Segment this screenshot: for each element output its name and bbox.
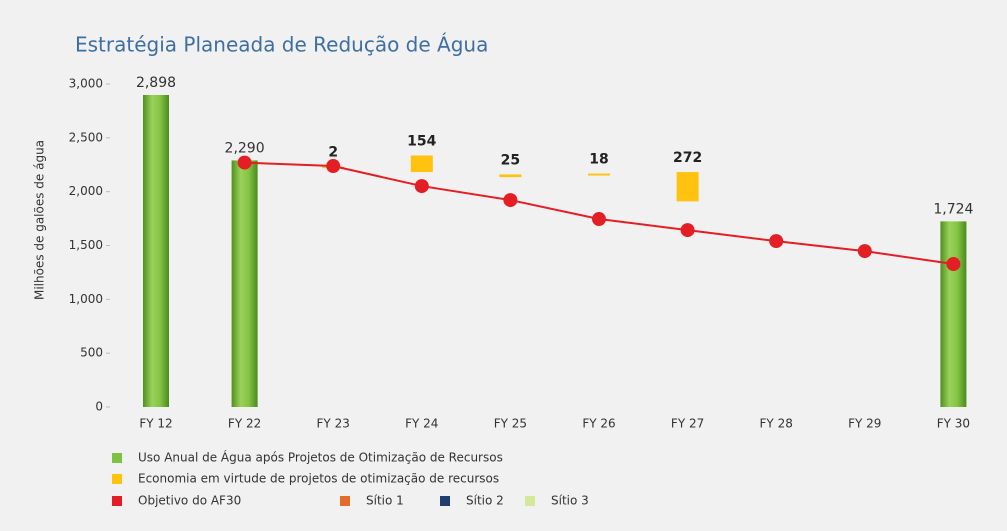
- y-tick-label: 500: [80, 346, 103, 360]
- legend-swatch: [525, 496, 535, 506]
- y-tick-label: 2,500: [69, 130, 103, 144]
- target-point: [592, 212, 606, 227]
- bar: [231, 160, 258, 407]
- legend-label: Uso Anual de Água após Projetos de Otimi…: [138, 450, 503, 465]
- target-point: [237, 155, 252, 170]
- data-label: 2,898: [136, 75, 176, 91]
- target-point: [857, 244, 872, 259]
- x-tick-label: FY 26: [582, 417, 615, 431]
- bar: [143, 94, 169, 408]
- floating-bar: [410, 155, 433, 173]
- legend-label: Economia em virtude de projetos de otimi…: [138, 472, 499, 486]
- legend-label: Objetivo do AF30: [138, 494, 241, 508]
- legend-swatch: [340, 496, 350, 506]
- floating-bar: [676, 172, 699, 202]
- bar: [940, 221, 967, 407]
- floating-bar: [588, 173, 610, 176]
- legend-label: Sítio 3: [551, 494, 589, 508]
- data-label: 25: [501, 152, 520, 168]
- target-point: [503, 193, 518, 208]
- target-point: [946, 257, 961, 272]
- x-tick-label: FY 29: [848, 417, 881, 431]
- x-tick-label: FY 30: [937, 417, 970, 431]
- data-label: 1,724: [933, 201, 973, 217]
- data-label: 272: [673, 150, 702, 166]
- legend-swatch: [112, 496, 122, 506]
- x-tick-label: FY 12: [139, 417, 172, 431]
- chart-title: Estratégia Planeada de Redução de Água: [75, 33, 488, 57]
- target-point: [769, 234, 784, 249]
- data-label: 2: [328, 145, 338, 161]
- legend-label: Sítio 1: [366, 494, 404, 508]
- legend-swatch: [112, 453, 122, 463]
- x-tick-label: FY 24: [405, 417, 438, 431]
- data-label: 154: [407, 133, 436, 149]
- floating-bar: [499, 174, 522, 178]
- target-point: [680, 223, 695, 238]
- y-tick-label: 1,500: [69, 238, 103, 252]
- data-label: 18: [589, 152, 608, 168]
- legend-swatch: [112, 474, 122, 484]
- target-point: [326, 159, 341, 174]
- data-label: 2,290: [225, 140, 265, 156]
- y-axis-label: Milhões de galões de água: [33, 140, 47, 300]
- x-tick-label: FY 22: [228, 417, 261, 431]
- x-tick-label: FY 25: [494, 417, 527, 431]
- legend-swatch: [440, 496, 450, 506]
- x-tick-label: FY 27: [671, 417, 704, 431]
- y-tick-label: 2,000: [69, 184, 103, 198]
- x-tick-label: FY 23: [317, 417, 350, 431]
- y-tick-label: 3,000: [69, 77, 103, 91]
- legend-label: Sítio 2: [466, 494, 504, 508]
- y-tick-label: 0: [95, 400, 103, 414]
- target-point: [414, 179, 429, 194]
- y-tick-label: 1,000: [69, 292, 103, 306]
- x-tick-label: FY 28: [760, 417, 793, 431]
